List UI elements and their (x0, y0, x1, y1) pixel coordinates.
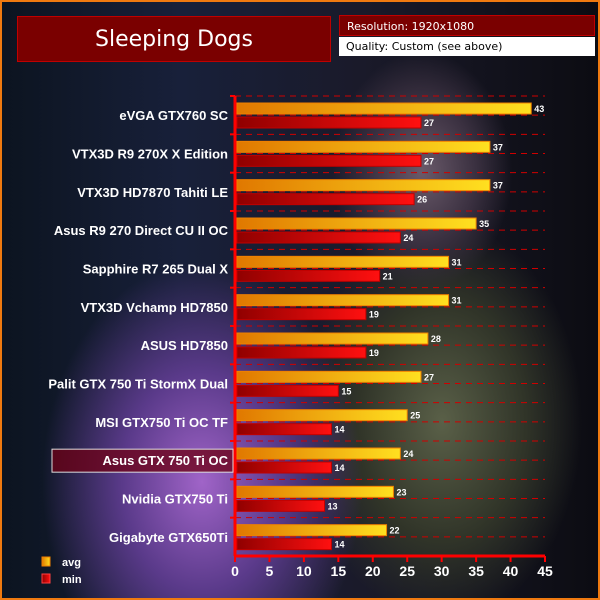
x-tick-label: 0 (231, 563, 239, 579)
x-tick-label: 10 (296, 563, 312, 579)
avg-value-label: 31 (452, 257, 462, 267)
legend-avg-label: avg (62, 557, 81, 569)
min-bar (236, 499, 326, 512)
min-value-label: 14 (334, 463, 344, 473)
avg-bar (236, 370, 422, 383)
chart-title: Sleeping Dogs (17, 16, 331, 62)
min-value-label: 13 (328, 501, 338, 511)
min-bar (236, 154, 422, 167)
avg-value-label: 37 (493, 181, 503, 191)
x-tick-label: 40 (503, 563, 519, 579)
min-value-label: 14 (334, 540, 344, 550)
min-value-label: 24 (403, 233, 413, 243)
min-bar (236, 461, 332, 474)
min-value-label: 14 (334, 425, 344, 435)
min-value-label: 19 (369, 348, 379, 358)
min-value-label: 27 (424, 156, 434, 166)
avg-bar (236, 255, 450, 268)
avg-value-label: 37 (493, 142, 503, 152)
category-label: VTX3D Vchamp HD7850 (81, 300, 228, 315)
legend-avg-swatch (41, 556, 51, 567)
resolution-label: Resolution: 1920x1080 (339, 15, 595, 36)
min-bar (236, 193, 415, 206)
min-bar (236, 269, 381, 282)
category-label: Sapphire R7 265 Dual X (83, 262, 229, 277)
avg-bar (236, 217, 477, 230)
category-label: Asus R9 270 Direct CU II OC (54, 223, 229, 238)
avg-bar (236, 294, 450, 307)
min-value-label: 27 (424, 118, 434, 128)
min-value-label: 19 (369, 310, 379, 320)
legend-min-label: min (62, 574, 82, 586)
avg-bar (236, 102, 532, 115)
min-bar (236, 538, 332, 551)
avg-bar (236, 332, 429, 345)
category-label: MSI GTX750 Ti OC TF (95, 415, 228, 430)
quality-label: Quality: Custom (see above) (339, 37, 595, 56)
avg-bar (236, 140, 491, 153)
avg-value-label: 24 (403, 449, 413, 459)
avg-bar (236, 179, 491, 192)
avg-value-label: 43 (534, 104, 544, 114)
avg-value-label: 22 (390, 526, 400, 536)
min-bar (236, 423, 332, 436)
avg-value-label: 31 (452, 296, 462, 306)
x-tick-label: 20 (365, 563, 381, 579)
category-label: Nvidia GTX750 Ti (122, 492, 228, 507)
category-label: Gigabyte GTX650Ti (109, 530, 228, 545)
highlight-box (51, 448, 234, 473)
min-bar (236, 346, 367, 359)
avg-value-label: 25 (410, 411, 420, 421)
avg-value-label: 27 (424, 372, 434, 382)
avg-bar (236, 447, 401, 460)
avg-bar (236, 485, 394, 498)
min-value-label: 21 (383, 271, 393, 281)
category-label: Asus GTX 750 Ti OC (103, 453, 229, 468)
x-tick-label: 15 (331, 563, 347, 579)
category-label: ASUS HD7850 (141, 338, 228, 353)
category-label: eVGA GTX760 SC (119, 108, 228, 123)
avg-value-label: 23 (396, 487, 406, 497)
x-tick-label: 35 (468, 563, 484, 579)
avg-value-label: 35 (479, 219, 489, 229)
legend-min-swatch (41, 573, 51, 584)
category-label: VTX3D R9 270X X Edition (72, 147, 228, 162)
x-tick-label: 30 (434, 563, 450, 579)
category-label: Palit GTX 750 Ti StormX Dual (48, 377, 228, 392)
x-tick-label: 5 (266, 563, 274, 579)
min-value-label: 26 (417, 195, 427, 205)
avg-value-label: 28 (431, 334, 441, 344)
avg-bar (236, 524, 388, 537)
min-bar (236, 231, 401, 244)
min-bar (236, 308, 367, 321)
category-label: VTX3D HD7870 Tahiti LE (77, 185, 228, 200)
min-value-label: 15 (341, 386, 351, 396)
min-bar (236, 116, 422, 129)
x-tick-label: 45 (537, 563, 553, 579)
avg-bar (236, 409, 408, 422)
x-tick-label: 25 (399, 563, 415, 579)
min-bar (236, 384, 339, 397)
